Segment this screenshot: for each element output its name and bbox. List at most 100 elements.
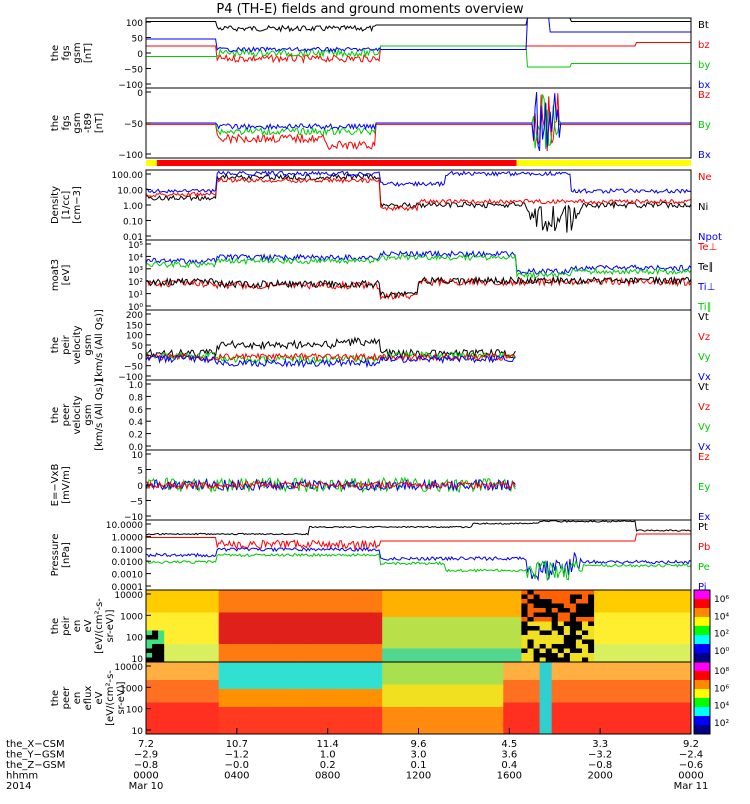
spectrogram-cell <box>545 644 553 649</box>
spectrogram-cell <box>636 653 644 658</box>
spectrogram-cell <box>442 648 450 654</box>
spectrogram-cell <box>279 675 286 681</box>
spectrogram-cell <box>612 684 619 690</box>
spectrogram-cell <box>309 671 317 676</box>
spectrogram-cell <box>648 711 656 717</box>
spectrogram-cell <box>242 630 250 636</box>
spectrogram-cell <box>491 684 498 690</box>
spectrogram-cell <box>618 666 625 672</box>
spectrogram-cell <box>497 617 504 622</box>
spectrogram-cell <box>333 702 341 708</box>
spectrogram-cell <box>430 680 438 685</box>
spectrogram-cell <box>557 635 565 640</box>
spectrogram-cell <box>230 698 238 703</box>
spectrogram-cell <box>333 621 341 627</box>
spectrogram-cell <box>188 702 195 708</box>
spectrogram-cell <box>164 639 171 645</box>
spectrogram-cell <box>333 626 341 631</box>
spectrogram-cell <box>339 725 347 730</box>
spectrogram-cell <box>666 612 674 618</box>
spectrogram-cell <box>255 644 262 649</box>
spectrogram-cell <box>212 630 220 636</box>
spectrogram-cell <box>261 621 268 627</box>
spectrogram-cell <box>594 702 601 708</box>
spectrogram-cell <box>321 702 329 708</box>
spectrogram-cell <box>370 657 377 663</box>
spectrogram-cell <box>146 639 153 645</box>
spectrogram-cell <box>636 671 644 676</box>
spectrogram-cell <box>200 617 208 622</box>
spectrogram-cell <box>533 689 541 694</box>
spectrogram-cell <box>509 603 516 609</box>
spectrogram-cell <box>418 698 426 703</box>
spectrogram-cell <box>569 729 577 735</box>
spectrogram-cell <box>267 671 274 676</box>
spectrogram-cell <box>158 639 165 645</box>
spectrogram-cell <box>515 711 522 717</box>
spectrogram-cell <box>533 599 541 604</box>
spectrogram-cell <box>345 630 353 636</box>
spectrogram-cell <box>648 720 656 726</box>
spectrogram-cell <box>188 657 195 663</box>
spectrogram-cell <box>460 698 468 703</box>
spectrogram-cell <box>582 599 589 604</box>
spectrogram-cell <box>424 635 432 640</box>
spectrogram-cell <box>479 675 486 681</box>
spectrogram-cell <box>400 621 407 627</box>
y-axis-label: the <box>50 618 61 634</box>
spectrogram-cell <box>624 702 631 708</box>
spectrogram-cell <box>466 608 474 613</box>
spectrogram-cell <box>582 590 589 595</box>
spectrogram-cell <box>255 599 262 604</box>
spectrogram-cell <box>636 644 644 649</box>
spectrogram-cell <box>485 635 492 640</box>
spectrogram-cell <box>382 653 389 658</box>
spectrogram-cell <box>206 626 214 631</box>
spectrogram-cell <box>503 662 510 667</box>
spectrogram-cell <box>684 617 692 622</box>
spectrogram-cell <box>430 666 438 672</box>
spectrogram-cell <box>230 684 238 690</box>
spectrogram-cell <box>533 662 541 667</box>
spectrogram-cell <box>448 671 456 676</box>
spectrogram-cell <box>491 630 498 636</box>
spectrogram-cell <box>503 626 510 631</box>
spectrogram-cell <box>678 693 686 699</box>
spectrogram-cell <box>158 644 165 649</box>
y-tick-label: 100 <box>126 634 143 644</box>
spectrogram-cell <box>575 653 583 658</box>
spectrogram-cell <box>612 725 619 730</box>
spectrogram-cell <box>170 626 177 631</box>
legend-entry: by <box>698 60 710 71</box>
spectrogram-cell <box>624 644 631 649</box>
spectrogram-cell <box>224 653 232 658</box>
legend-entry: Pi <box>698 582 707 593</box>
spectrogram-cell <box>370 617 377 622</box>
spectrogram-cell <box>666 635 674 640</box>
spectrogram-cell <box>497 657 504 663</box>
spectrogram-cell <box>600 729 607 735</box>
spectrogram-cell <box>351 621 359 627</box>
spectrogram-cell <box>618 626 625 631</box>
spectrogram-cell <box>606 644 613 649</box>
spectrogram-cell <box>194 666 201 672</box>
spectrogram-cell <box>466 725 474 730</box>
spectrogram-cell <box>158 666 165 672</box>
spectrogram-cell <box>212 698 220 703</box>
spectrogram-cell <box>485 644 492 649</box>
spectrogram-cell <box>291 630 298 636</box>
spectrogram-cell <box>394 711 401 717</box>
spectrogram-cell <box>273 698 280 703</box>
spectrogram-cell <box>454 648 462 654</box>
spectrogram-cell <box>357 711 365 717</box>
spectrogram-cell <box>321 707 329 712</box>
spectrogram-cell <box>594 653 601 658</box>
spectrogram-cell <box>357 612 365 618</box>
spectrogram-cell <box>230 603 238 609</box>
spectrogram-cell <box>291 707 298 712</box>
spectrogram-cell <box>624 707 631 712</box>
spectrogram-cell <box>364 716 371 721</box>
spectrogram-cell <box>224 725 232 730</box>
spectrogram-cell <box>339 711 347 717</box>
